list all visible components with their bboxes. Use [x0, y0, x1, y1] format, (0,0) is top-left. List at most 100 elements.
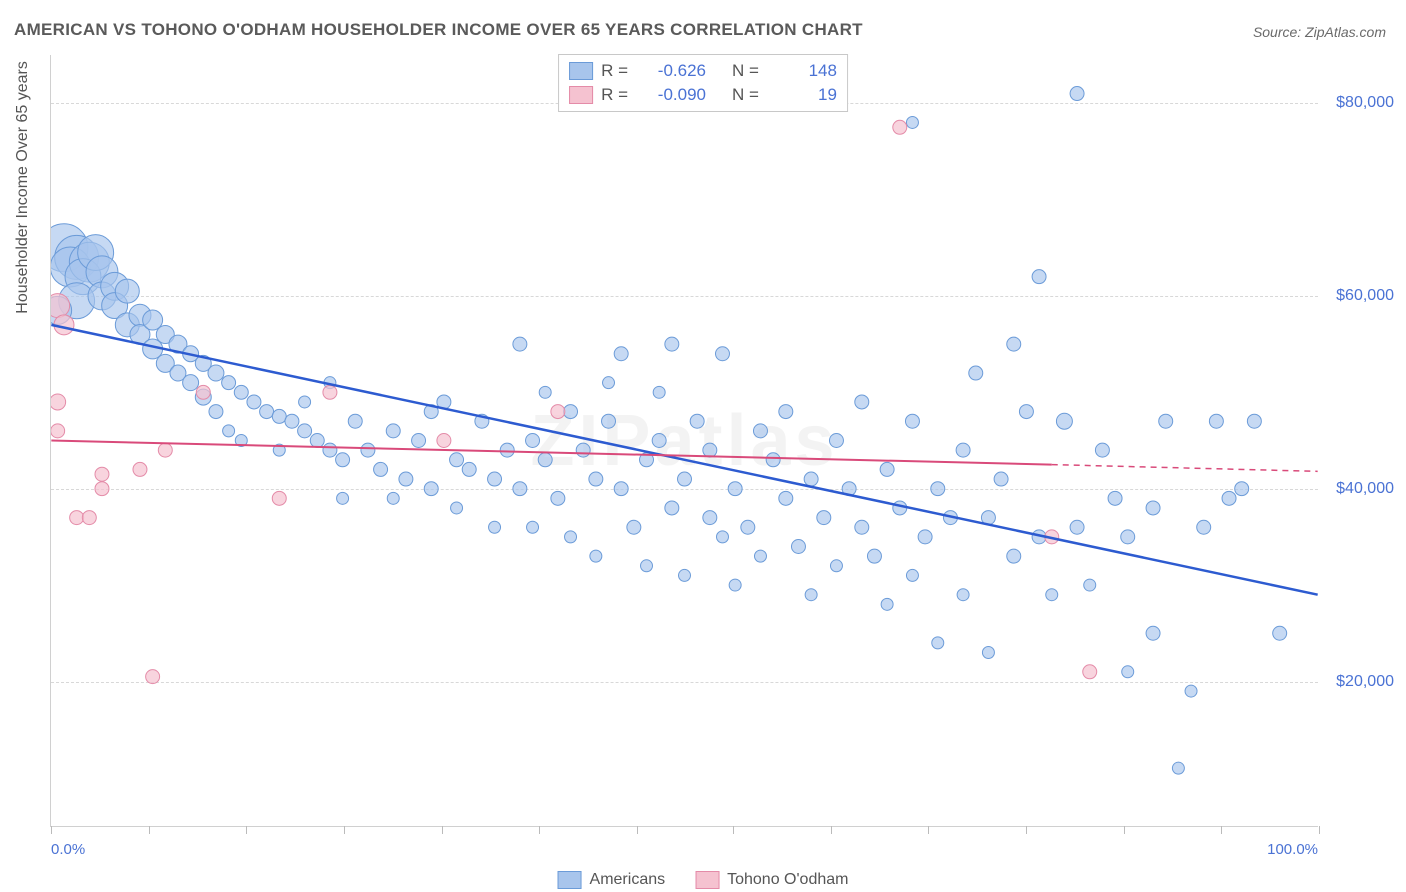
data-point: [488, 472, 502, 486]
data-point: [337, 492, 349, 504]
data-point: [247, 395, 261, 409]
data-point: [196, 385, 210, 399]
data-point: [223, 425, 235, 437]
x-tick: [149, 826, 150, 834]
data-point: [906, 569, 918, 581]
data-point: [526, 434, 540, 448]
data-point: [1046, 589, 1058, 601]
data-point: [716, 531, 728, 543]
y-tick-label: $20,000: [1336, 673, 1394, 691]
regression-line: [51, 325, 1317, 595]
data-point: [766, 453, 780, 467]
regression-line: [1052, 465, 1318, 472]
data-point: [336, 453, 350, 467]
data-point: [539, 386, 551, 398]
data-point: [386, 424, 400, 438]
data-point: [893, 120, 907, 134]
n-label: N =: [732, 61, 759, 81]
data-point: [728, 482, 742, 496]
data-point: [272, 409, 286, 423]
swatch-tohono: [569, 86, 593, 104]
source-attribution: Source: ZipAtlas.com: [1253, 24, 1386, 40]
r-label: R =: [601, 85, 628, 105]
x-tick: [344, 826, 345, 834]
data-point: [412, 434, 426, 448]
data-point: [399, 472, 413, 486]
x-tick: [51, 826, 52, 834]
data-point: [133, 462, 147, 476]
data-point: [260, 405, 274, 419]
data-point: [880, 462, 894, 476]
legend-label-americans: Americans: [590, 871, 666, 889]
data-point: [729, 579, 741, 591]
data-point: [298, 424, 312, 438]
data-point: [1159, 414, 1173, 428]
n-value-americans: 148: [767, 61, 837, 81]
data-point: [956, 443, 970, 457]
data-point: [1197, 520, 1211, 534]
data-point: [603, 377, 615, 389]
data-point: [994, 472, 1008, 486]
data-point: [614, 482, 628, 496]
data-point: [513, 482, 527, 496]
series-legend: Americans Tohono O'odham: [558, 871, 849, 889]
data-point: [602, 414, 616, 428]
swatch-tohono-bottom: [695, 871, 719, 889]
data-point: [462, 462, 476, 476]
data-point: [437, 434, 451, 448]
r-label: R =: [601, 61, 628, 81]
y-tick-label: $60,000: [1336, 287, 1394, 305]
data-point: [881, 598, 893, 610]
data-point: [855, 395, 869, 409]
legend-row-tohono: R = -0.090 N = 19: [569, 83, 837, 107]
data-point: [299, 396, 311, 408]
data-point: [1007, 549, 1021, 563]
data-point: [678, 472, 692, 486]
data-point: [614, 347, 628, 361]
data-point: [82, 511, 96, 525]
data-point: [1056, 413, 1072, 429]
data-point: [855, 520, 869, 534]
data-point: [551, 405, 565, 419]
data-point: [551, 491, 565, 505]
data-point: [867, 549, 881, 563]
data-point: [805, 589, 817, 601]
x-tick: [1221, 826, 1222, 834]
data-point: [690, 414, 704, 428]
data-point: [1019, 405, 1033, 419]
x-tick: [733, 826, 734, 834]
data-point: [627, 520, 641, 534]
data-point: [158, 443, 172, 457]
x-tick: [831, 826, 832, 834]
data-point: [817, 511, 831, 525]
data-point: [272, 491, 286, 505]
x-tick: [1026, 826, 1027, 834]
data-point: [1007, 337, 1021, 351]
data-point: [564, 405, 578, 419]
data-point: [589, 472, 603, 486]
x-tick: [442, 826, 443, 834]
chart-svg: [51, 55, 1318, 826]
data-point: [1121, 530, 1135, 544]
data-point: [1070, 87, 1084, 101]
data-point: [653, 386, 665, 398]
data-point: [753, 424, 767, 438]
data-point: [791, 540, 805, 554]
data-point: [918, 530, 932, 544]
data-point: [183, 375, 199, 391]
data-point: [323, 385, 337, 399]
x-tick-label-left: 0.0%: [51, 841, 85, 858]
data-point: [95, 482, 109, 496]
n-value-tohono: 19: [767, 85, 837, 105]
data-point: [310, 434, 324, 448]
correlation-legend: R = -0.626 N = 148 R = -0.090 N = 19: [558, 54, 848, 112]
data-point: [565, 531, 577, 543]
data-point: [779, 405, 793, 419]
data-point: [703, 443, 717, 457]
data-point: [741, 520, 755, 534]
data-point: [576, 443, 590, 457]
data-point: [387, 492, 399, 504]
data-point: [590, 550, 602, 562]
data-point: [1235, 482, 1249, 496]
data-point: [830, 560, 842, 572]
